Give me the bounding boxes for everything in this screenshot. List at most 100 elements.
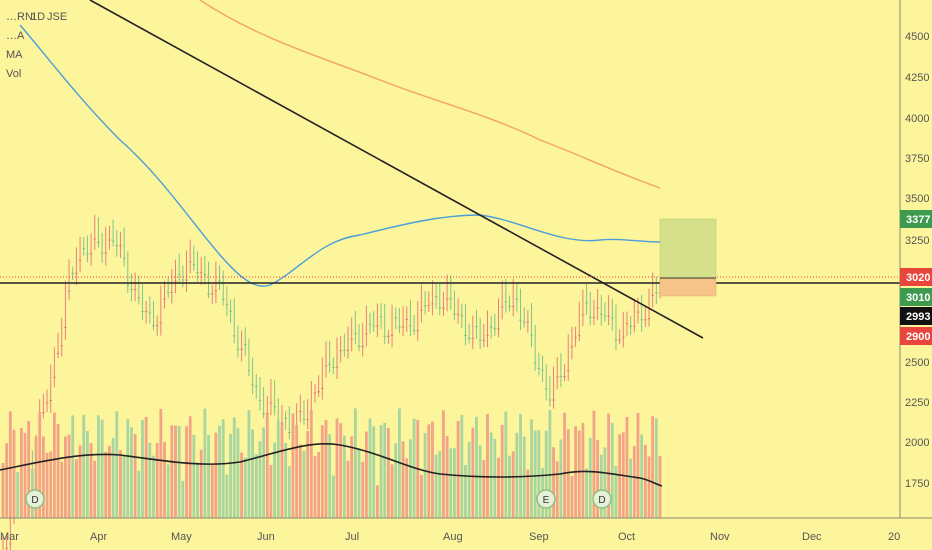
volume-bar bbox=[497, 457, 500, 518]
volume-bar bbox=[438, 451, 442, 518]
volume-bar bbox=[210, 464, 214, 518]
volume-bar bbox=[423, 432, 427, 518]
candle-body bbox=[365, 333, 368, 335]
candle-body bbox=[416, 330, 420, 332]
volume-bar bbox=[1, 463, 5, 518]
time-tick-jun: Jun bbox=[257, 531, 275, 543]
candle-body bbox=[170, 291, 174, 293]
volume-bar bbox=[295, 425, 299, 518]
event-marker-dividend-1[interactable]: D bbox=[25, 489, 45, 509]
candle-body bbox=[621, 336, 625, 338]
svg-text:D: D bbox=[31, 495, 38, 506]
price-tag-level: 2993 bbox=[900, 307, 932, 325]
volume-bar bbox=[108, 445, 111, 518]
candle-body bbox=[258, 399, 262, 401]
candle-body bbox=[607, 315, 610, 317]
volume-bar bbox=[273, 442, 277, 518]
volume-bar bbox=[115, 411, 119, 518]
candle-body bbox=[530, 334, 533, 336]
legend-volume: Vol bbox=[6, 68, 21, 80]
volume-bar bbox=[284, 442, 288, 518]
volume-bar bbox=[420, 475, 423, 518]
candle-body bbox=[163, 298, 166, 300]
candle-body bbox=[533, 362, 537, 364]
volume-bar bbox=[192, 434, 196, 518]
time-tick-apr: Apr bbox=[90, 531, 107, 543]
slow-moving-average-line bbox=[199, 0, 661, 189]
candle-body bbox=[467, 338, 471, 340]
candle-body bbox=[243, 344, 247, 346]
candle-body bbox=[324, 365, 328, 367]
volume-bar bbox=[599, 454, 603, 518]
candle-body bbox=[460, 315, 464, 317]
volume-bar bbox=[280, 423, 284, 518]
volume-bar bbox=[23, 433, 27, 518]
candle-body bbox=[152, 325, 155, 327]
volume-bar bbox=[207, 434, 210, 518]
volume-bar bbox=[486, 413, 489, 518]
candle-body bbox=[585, 302, 588, 304]
price-tick-3500: 3500 bbox=[905, 193, 929, 205]
volume-bar bbox=[45, 452, 49, 518]
volume-bar bbox=[177, 425, 181, 518]
candle-body bbox=[199, 272, 203, 274]
volume-bar bbox=[394, 443, 398, 518]
svg-text:E: E bbox=[543, 495, 550, 506]
price-axis[interactable]: 4500 4250 4000 3750 3500 3250 3000 2750 … bbox=[900, 31, 932, 490]
volume-bar bbox=[71, 415, 75, 518]
candle-body bbox=[130, 288, 133, 290]
time-tick-may: May bbox=[171, 531, 192, 543]
volume-bar bbox=[383, 422, 387, 518]
candle-body bbox=[218, 280, 221, 282]
volume-bar bbox=[409, 439, 412, 518]
candle-body bbox=[655, 292, 658, 294]
price-tag-entry: 3010 bbox=[900, 288, 932, 306]
volume-bar bbox=[137, 470, 141, 518]
candle-body bbox=[599, 313, 603, 315]
candle-body bbox=[254, 385, 258, 387]
time-axis[interactable]: Mar Apr May Jun Jul Aug Sep Oct Nov Dec … bbox=[0, 531, 900, 543]
volume-bar bbox=[78, 445, 82, 518]
candle-body bbox=[581, 314, 585, 316]
candle-body bbox=[409, 325, 412, 327]
candle-body bbox=[225, 304, 229, 306]
volume-bar bbox=[229, 433, 232, 518]
volume-bar bbox=[500, 425, 504, 518]
candle-body bbox=[526, 321, 530, 323]
volume-bar bbox=[141, 420, 144, 518]
candle-body bbox=[493, 328, 497, 330]
candle-body bbox=[629, 325, 632, 327]
event-marker-dividend-2[interactable]: D bbox=[592, 489, 612, 509]
volume-bar bbox=[544, 430, 548, 518]
volume-bar bbox=[49, 451, 53, 518]
volume-bar bbox=[629, 458, 633, 518]
volume-bar bbox=[357, 448, 361, 518]
volume-bar bbox=[386, 427, 390, 518]
volume-bar bbox=[405, 458, 409, 518]
volume-bar bbox=[174, 425, 177, 518]
volume-bar bbox=[63, 436, 67, 518]
candle-body bbox=[577, 335, 581, 337]
chart-legend[interactable]: …RNI 1D JSE …A MA Vol bbox=[6, 11, 67, 80]
price-tick-2000: 2000 bbox=[905, 437, 929, 449]
candle-body bbox=[614, 339, 618, 341]
volume-bar bbox=[431, 421, 434, 518]
position-target-zone[interactable] bbox=[659, 218, 717, 279]
candle-body bbox=[192, 264, 196, 266]
position-stop-zone[interactable] bbox=[659, 278, 717, 297]
volume-bar bbox=[258, 441, 262, 518]
candle-body bbox=[651, 294, 654, 296]
candle-body bbox=[141, 310, 144, 312]
candle-body bbox=[122, 257, 126, 259]
svg-text:3020: 3020 bbox=[906, 272, 930, 284]
candle-body bbox=[188, 261, 192, 263]
volume-bar bbox=[251, 429, 254, 518]
event-marker-earnings[interactable]: E bbox=[536, 489, 556, 509]
volume-bar bbox=[592, 410, 596, 518]
candle-body bbox=[166, 291, 170, 293]
volume-bar bbox=[265, 413, 269, 518]
candle-body bbox=[78, 259, 82, 261]
price-tick-4250: 4250 bbox=[905, 72, 929, 84]
volume-bar bbox=[607, 413, 611, 518]
